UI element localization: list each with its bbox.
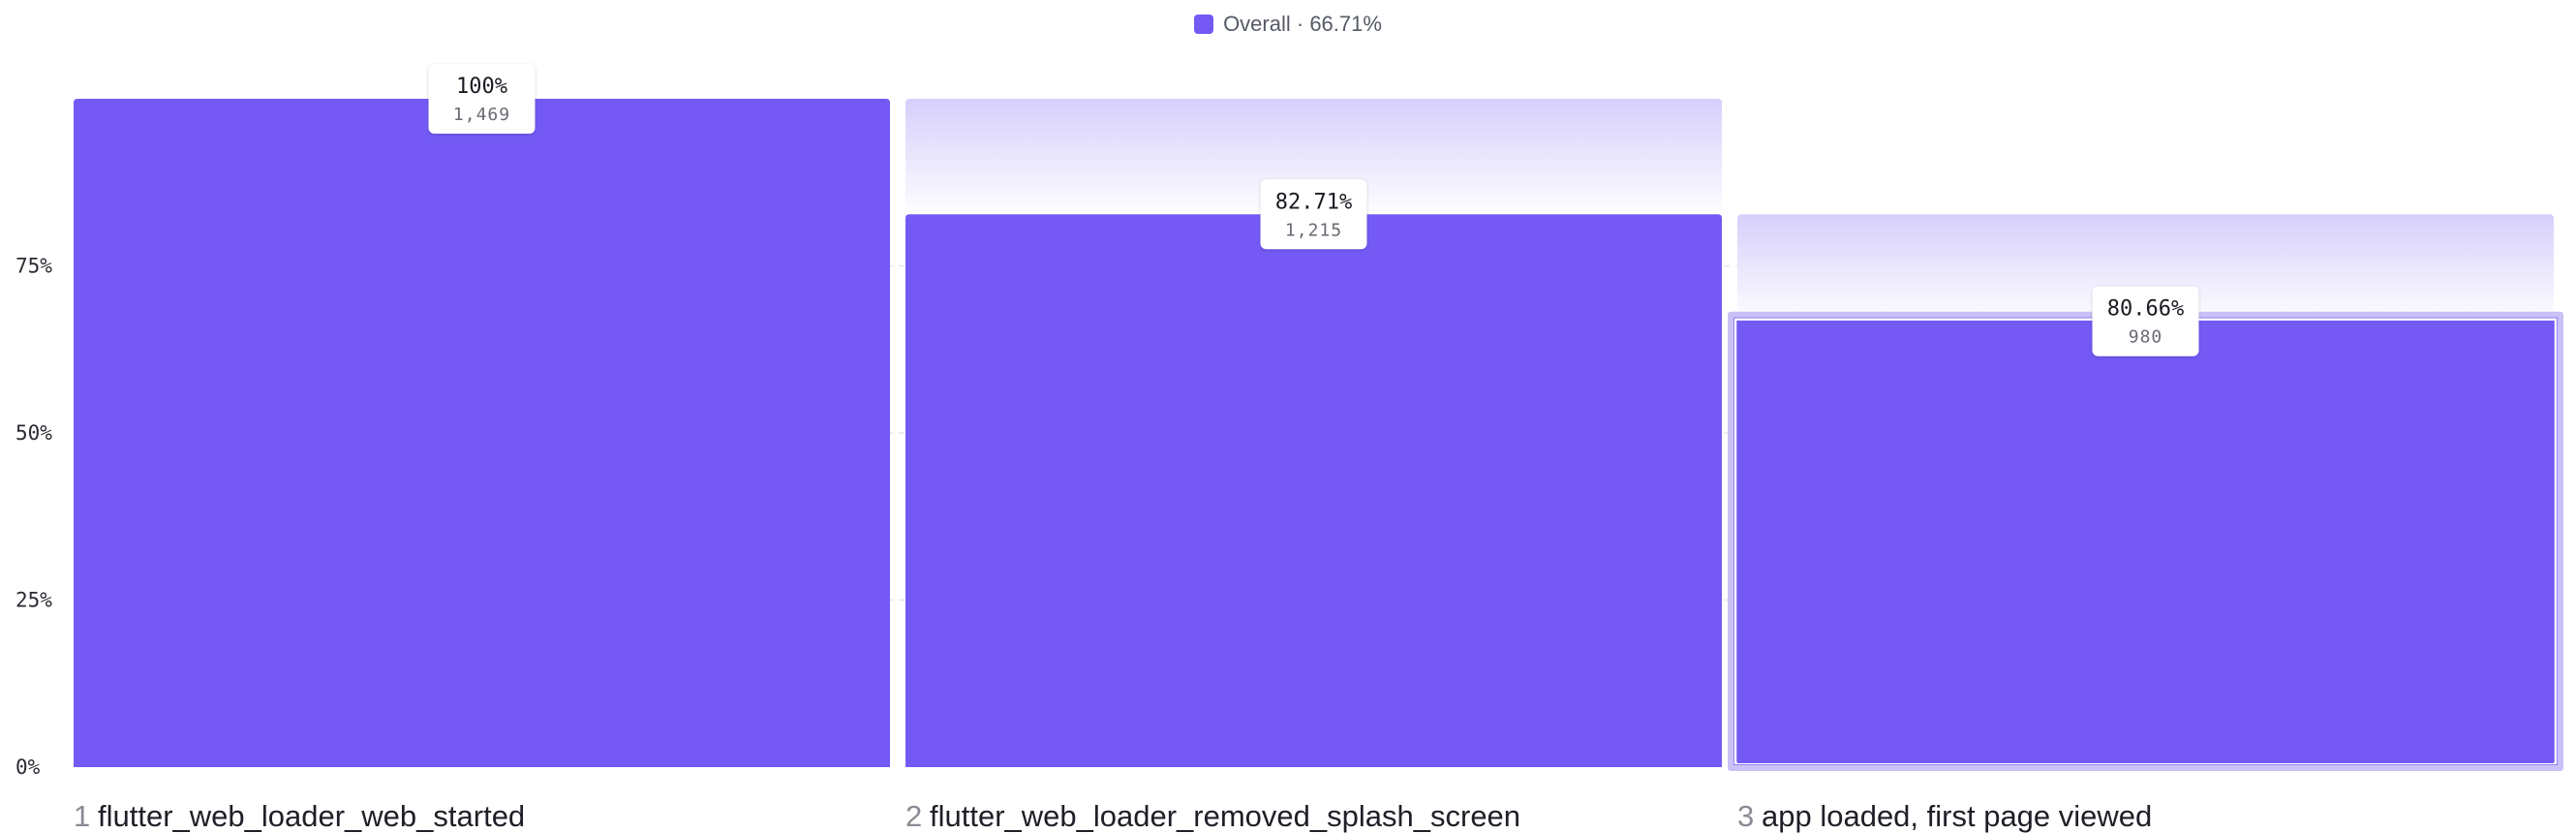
legend-swatch [1194, 15, 1214, 34]
step-number: 3 [1737, 799, 1754, 833]
legend-series-name: Overall [1223, 12, 1291, 36]
bars [74, 99, 2563, 771]
step-name[interactable]: flutter_web_loader_web_started [98, 799, 525, 833]
step-name[interactable]: app loaded, first page viewed [1762, 799, 2152, 833]
y-tick-label: 0% [15, 756, 41, 779]
step-number: 2 [905, 799, 922, 833]
dropoff-bar[interactable] [1737, 214, 2554, 325]
data-label-percent: 80.66% [2107, 297, 2184, 322]
data-label-count: 1,469 [453, 105, 510, 125]
data-label-box [1260, 179, 1367, 250]
y-tick-label: 75% [15, 255, 52, 278]
step-label[interactable]: 2 flutter_web_loader_removed_splash_scree… [905, 799, 1520, 833]
data-label: 100% 1,469 [428, 64, 536, 134]
conversion-bar[interactable] [905, 214, 1722, 767]
data-label-box [428, 64, 536, 134]
step-name[interactable]: flutter_web_loader_removed_splash_screen [930, 799, 1520, 833]
conversion-bar[interactable] [1737, 321, 2554, 763]
y-axis: 0% 25% 50% 75% [15, 255, 52, 780]
step-number: 1 [74, 799, 90, 833]
dropoff-bar[interactable] [905, 99, 1722, 219]
step-labels: 1 flutter_web_loader_web_started 2 flutter_… [74, 799, 2152, 833]
data-label-count: 1,215 [1285, 220, 1342, 240]
data-label: 80.66% 980 [2092, 286, 2199, 356]
conversion-bar[interactable] [74, 99, 890, 767]
legend[interactable]: Overall · 66.71% [0, 12, 2576, 37]
data-label-percent: 100% [456, 75, 507, 99]
data-label: 82.71% 1,215 [1260, 179, 1367, 250]
y-tick-label: 25% [15, 589, 52, 612]
data-label-percent: 82.71% [1275, 190, 1352, 214]
y-tick-label: 50% [15, 421, 52, 445]
step-label[interactable]: 3 app loaded, first page viewed [1737, 799, 2152, 833]
legend-separator: · [1290, 12, 1310, 36]
data-label-box [2092, 286, 2199, 356]
legend-summary: 66.71% [1309, 12, 1382, 36]
step-label[interactable]: 1 flutter_web_loader_web_started [74, 799, 525, 833]
data-label-count: 980 [2129, 327, 2163, 348]
data-labels: 100% 1,469 82.71% 1,215 80.66% 980 [428, 64, 2199, 356]
